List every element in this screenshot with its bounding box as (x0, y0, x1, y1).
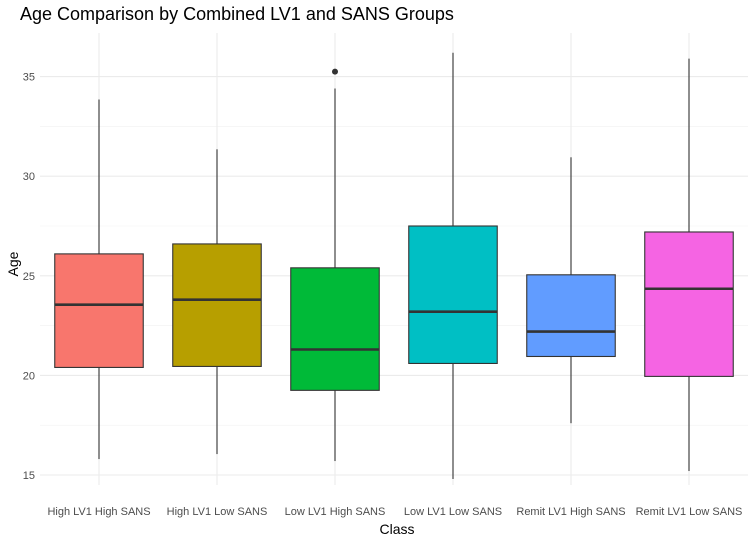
box-group (54, 99, 144, 460)
boxes-layer (54, 52, 734, 479)
y-tick-label: 25 (23, 271, 35, 283)
box-iqr (290, 267, 380, 391)
grid-lines (40, 33, 748, 485)
box-iqr (172, 243, 262, 367)
box-iqr (526, 274, 616, 358)
x-axis-title: Class (379, 521, 414, 537)
box-group (172, 149, 262, 455)
x-tick-labels: High LV1 High SANS High LV1 Low SANS Low L… (47, 506, 742, 518)
y-tick-label: 30 (23, 171, 35, 183)
box-iqr (408, 225, 498, 364)
box-group (644, 58, 734, 472)
x-tick-label: Low LV1 Low SANS (404, 506, 502, 518)
outlier-point (332, 68, 338, 75)
x-tick-label: High LV1 High SANS (47, 506, 150, 518)
box-iqr (644, 231, 734, 377)
chart-title: Age Comparison by Combined LV1 and SANS … (20, 4, 454, 24)
box-group (290, 68, 380, 462)
y-tick-labels: 15 20 25 30 35 (23, 72, 35, 482)
y-tick-label: 20 (23, 370, 35, 382)
x-tick-label: Remit LV1 High SANS (516, 506, 625, 518)
box-group (408, 52, 498, 479)
x-tick-label: High LV1 Low SANS (167, 506, 268, 518)
y-tick-label: 35 (23, 72, 35, 84)
box-iqr (54, 253, 144, 368)
y-axis-title: Age (5, 251, 21, 276)
box-group (526, 157, 616, 424)
x-tick-label: Remit LV1 Low SANS (636, 506, 743, 518)
y-tick-label: 15 (23, 470, 35, 482)
x-tick-label: Low LV1 High SANS (285, 506, 386, 518)
